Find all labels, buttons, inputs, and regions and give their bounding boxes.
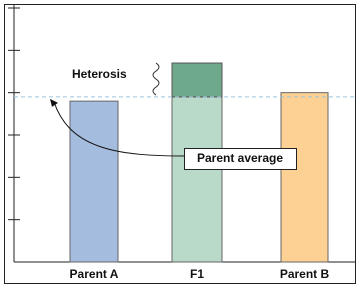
x-tick-label: Parent A (70, 267, 119, 281)
bar (171, 96, 223, 263)
heterosis-label: Heterosis (72, 67, 127, 81)
bar (69, 100, 119, 263)
x-tick-label: F1 (190, 267, 204, 281)
arrow-head (50, 98, 58, 107)
parent-average-box (184, 148, 297, 170)
arrow (53, 101, 187, 157)
parent-average-label: Parent average (197, 151, 283, 165)
x-tick-label: Parent B (280, 267, 330, 281)
heterosis-segment (171, 62, 223, 98)
bar (280, 92, 329, 263)
brace (152, 62, 160, 96)
